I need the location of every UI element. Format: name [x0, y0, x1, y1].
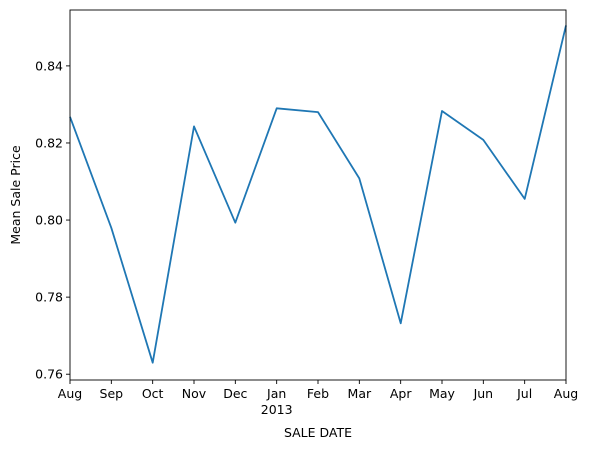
y-tick-label: 0.78 [35, 290, 63, 305]
x-tick-label: Jun [473, 386, 494, 401]
x-tick-label: May [429, 386, 455, 401]
x-tick-label: Sep [100, 386, 124, 401]
x-tick-label: Mar [348, 386, 372, 401]
x-axis-ticks: Aug Sep Oct Nov Dec Jan Feb Mar Apr May Jun Jul Aug [58, 380, 578, 401]
plot-frame [69, 9, 567, 381]
y-tick-label: 0.80 [35, 213, 63, 228]
x-axis-year-label: 2013 [261, 402, 293, 417]
y-tick-label: 0.76 [35, 367, 63, 382]
x-tick-label: Jul [516, 386, 532, 401]
x-tick-label: Jan [266, 386, 286, 401]
y-tick-label: 0.84 [35, 58, 63, 73]
x-tick-label: Feb [307, 386, 329, 401]
y-axis-ticks: 0.76 0.78 0.80 0.82 0.84 [35, 58, 70, 382]
x-tick-label: Dec [223, 386, 247, 401]
y-axis-title: Mean Sale Price [8, 145, 23, 245]
series-line [69, 25, 567, 364]
y-tick-label: 0.82 [35, 135, 63, 150]
x-tick-label: Apr [390, 386, 412, 401]
x-tick-label: Nov [182, 386, 207, 401]
x-tick-label: Oct [142, 386, 164, 401]
x-tick-label: Aug [554, 386, 578, 401]
x-tick-label: Aug [58, 386, 82, 401]
x-axis-title: SALE DATE [284, 425, 352, 440]
